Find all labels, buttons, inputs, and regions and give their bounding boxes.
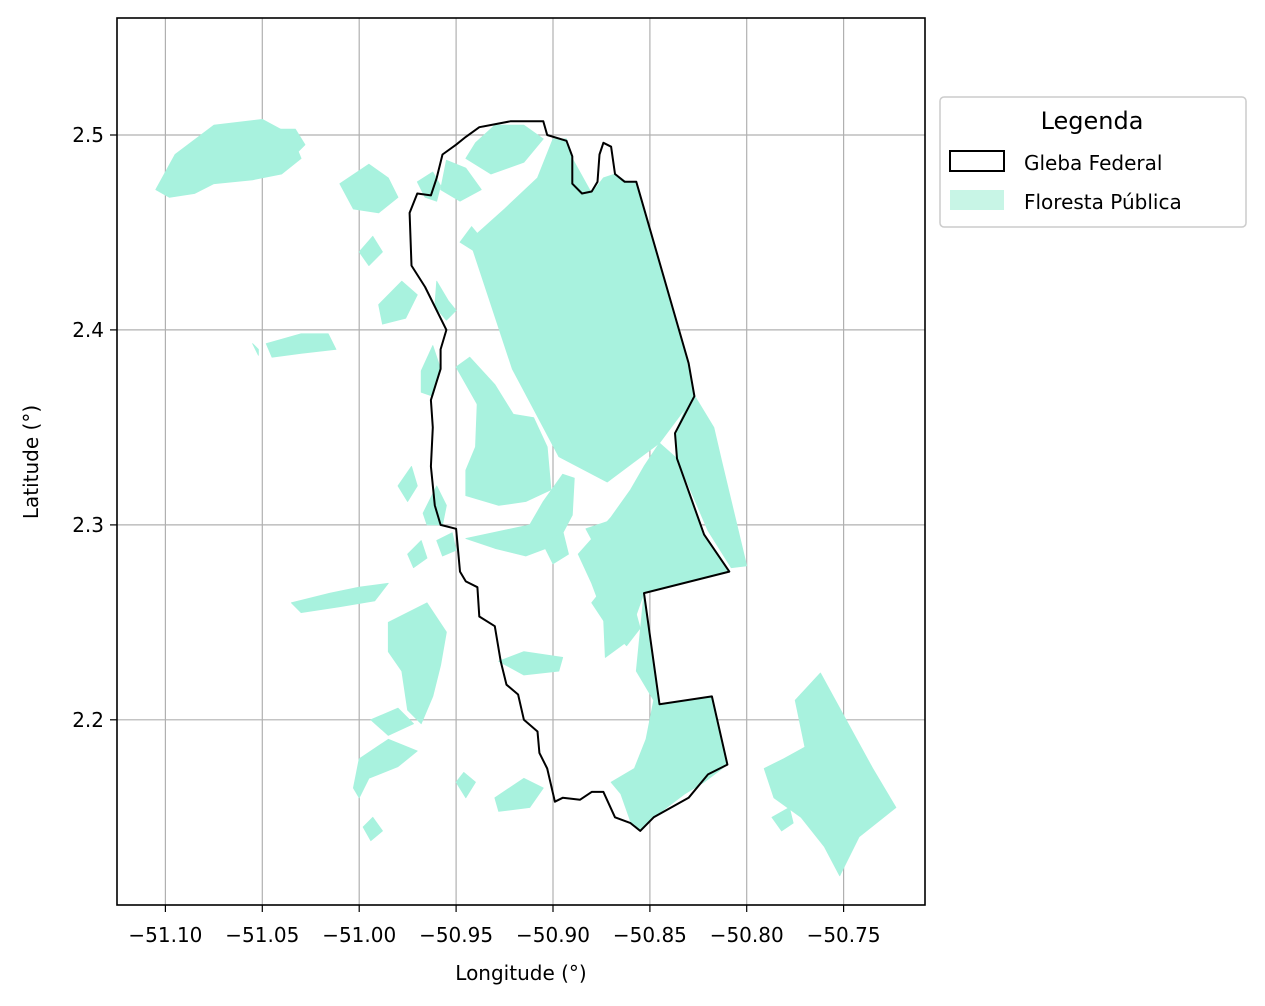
forest-polygon-19: [265, 333, 337, 358]
forest-polygon-6: [591, 582, 641, 647]
x-axis-label: Longitude (°): [455, 961, 586, 985]
forest-polygon-25: [407, 540, 428, 569]
forest-polygon-16: [339, 163, 399, 214]
forest-polygon-27: [387, 602, 447, 725]
forest-polygon-34: [542, 530, 569, 565]
forest-polygon-5: [585, 518, 629, 565]
forest-polygon-13: [459, 226, 482, 253]
x-tick-label: −50.75: [807, 923, 881, 947]
forest-polygon-30: [362, 816, 383, 842]
legend-title: Legenda: [1041, 107, 1144, 135]
legend-label-gleba-federal: Gleba Federal: [1024, 151, 1162, 175]
forest-polygon-9: [434, 280, 457, 321]
x-tick-label: −50.95: [419, 923, 493, 947]
x-tick-label: −50.85: [613, 923, 687, 947]
legend-swatch-floresta-publica: [950, 190, 1004, 210]
x-tick-label: −51.05: [225, 923, 299, 947]
forest-polygon-31: [455, 772, 476, 799]
y-tick-label: 2.5: [72, 123, 104, 147]
y-tick-label: 2.3: [72, 513, 104, 537]
forest-polygon-8: [455, 356, 515, 428]
y-axis-label: Latitude (°): [19, 405, 43, 519]
legend-box: [939, 96, 1247, 228]
legend: Legenda Gleba Federal Floresta Pública: [939, 96, 1247, 228]
forest-polygon-12: [440, 159, 482, 202]
forest-polygon-35: [763, 672, 897, 877]
gleba-federal-boundary: [408, 120, 731, 832]
y-tick-label: 2.4: [72, 318, 104, 342]
x-tick-label: −50.90: [516, 923, 590, 947]
forest-polygon-17: [358, 235, 383, 267]
legend-swatch-gleba-federal: [949, 150, 1005, 172]
gleba-layer: [408, 120, 731, 832]
x-tick-label: −51.10: [128, 923, 202, 947]
x-tick-label: −50.80: [710, 923, 784, 947]
legend-label-floresta-publica: Floresta Pública: [1024, 190, 1182, 214]
forest-polygon-11: [465, 124, 544, 175]
forest-polygon-18: [378, 280, 418, 325]
forest-polygon-32: [494, 777, 544, 812]
forest-polygon-14: [155, 119, 302, 198]
forest-polygon-24: [436, 532, 457, 557]
x-tick-label: −51.00: [322, 923, 396, 947]
forest-layer: [155, 119, 897, 877]
y-tick-label: 2.2: [72, 708, 104, 732]
forest-polygon-26: [290, 582, 389, 613]
forest-polygon-33: [498, 651, 564, 676]
forest-polygon-20: [252, 343, 259, 356]
plot-frame: [116, 17, 926, 906]
forest-polygon-28: [370, 707, 414, 736]
forest-polygon-23: [397, 465, 418, 502]
forest-polygon-29: [352, 738, 418, 799]
forest-polygon-36: [771, 807, 794, 832]
ticks-layer: −51.10 −51.05 −51.00 −50.95 −50.90 −50.85 −50.…: [72, 123, 880, 947]
forest-polygon-4: [465, 473, 575, 557]
forest-polygon-15: [271, 128, 306, 159]
